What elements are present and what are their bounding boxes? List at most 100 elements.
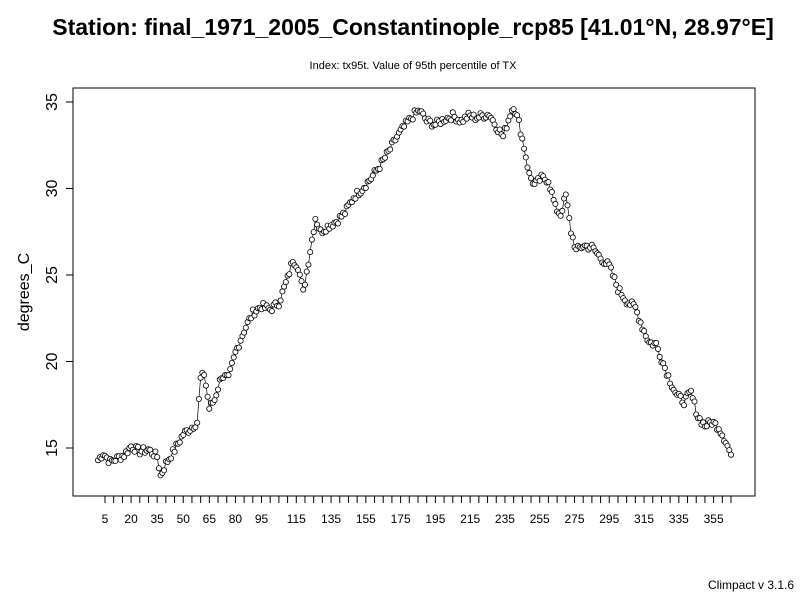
x-tick-label: 315: [634, 512, 654, 526]
y-tick-label: 15: [44, 439, 61, 457]
x-tick-label: 80: [229, 512, 243, 526]
data-point: [202, 382, 209, 389]
data-point: [427, 117, 434, 124]
version-label: Climpact v 3.1.6: [708, 578, 795, 592]
data-point: [301, 281, 308, 288]
data-point: [334, 220, 341, 227]
data-point: [519, 135, 526, 142]
data-point: [154, 454, 161, 461]
data-point: [230, 354, 237, 361]
y-axis-label: degrees_C: [16, 253, 33, 331]
x-tick-label: 135: [321, 512, 341, 526]
data-point: [152, 448, 159, 455]
data-point: [241, 329, 248, 336]
x-tick-label: 275: [564, 512, 584, 526]
series-connector: [97, 108, 732, 477]
data-point: [204, 393, 211, 400]
data-point: [522, 154, 529, 161]
x-tick-label: 295: [599, 512, 619, 526]
data-point: [206, 405, 213, 412]
data-point: [376, 165, 383, 172]
data-point: [510, 106, 517, 113]
series-line: [97, 108, 732, 477]
x-axis: 5 20 35 50 65 80 95 115 135 155 175 195 215 235 255 275…: [102, 495, 732, 526]
data-point: [634, 309, 641, 316]
data-point: [275, 303, 282, 310]
data-point: [515, 117, 522, 124]
data-point: [611, 273, 618, 280]
data-point: [121, 453, 128, 460]
data-point: [524, 164, 531, 171]
data-point: [155, 465, 162, 472]
x-tick-label: 215: [460, 512, 480, 526]
x-tick-label: 50: [177, 512, 191, 526]
data-point: [387, 146, 394, 153]
data-point: [201, 371, 208, 378]
data-point: [616, 285, 623, 292]
plot-frame: [72, 87, 756, 497]
data-point: [637, 319, 644, 326]
data-point: [300, 286, 307, 293]
y-tick-label: 20: [44, 353, 61, 371]
data-point: [491, 121, 498, 128]
data-point: [696, 415, 703, 422]
data-point: [691, 398, 698, 405]
data-point: [161, 467, 168, 474]
data-point: [298, 278, 305, 285]
data-point: [124, 450, 131, 457]
data-point: [381, 154, 388, 161]
data-point: [536, 177, 543, 184]
x-tick-label: 20: [124, 512, 138, 526]
data-point: [557, 212, 564, 219]
data-point: [562, 191, 569, 198]
data-point: [303, 268, 310, 275]
data-point: [176, 439, 183, 446]
data-point: [362, 184, 369, 191]
data-point: [268, 308, 275, 315]
data-point: [131, 448, 138, 455]
data-point: [564, 202, 571, 209]
y-tick-label: 35: [44, 93, 61, 111]
data-point: [665, 372, 672, 379]
data-point: [312, 215, 319, 222]
chart-title: Station: final_1971_2005_Constantinople_…: [52, 14, 774, 40]
data-point: [310, 229, 317, 236]
data-point: [369, 172, 376, 179]
y-tick-label: 25: [44, 266, 61, 284]
data-point: [225, 372, 232, 379]
data-point: [569, 234, 576, 241]
x-tick-label: 195: [425, 512, 445, 526]
data-point: [213, 392, 220, 399]
data-point: [521, 145, 528, 152]
data-point: [655, 345, 662, 352]
data-point: [171, 448, 178, 455]
y-tick-label: 30: [44, 180, 61, 198]
data-point: [286, 271, 293, 278]
data-point: [548, 188, 555, 195]
data-point: [282, 279, 289, 286]
data-point: [545, 179, 552, 186]
data-point: [608, 264, 615, 271]
data-point: [308, 236, 315, 243]
data-point: [500, 133, 507, 140]
data-point: [140, 444, 147, 451]
x-tick-label: 5: [102, 512, 109, 526]
data-point: [719, 432, 726, 439]
data-point: [641, 327, 648, 334]
data-point: [661, 364, 668, 371]
data-point: [528, 175, 535, 182]
data-point: [712, 419, 719, 426]
data-point: [214, 386, 221, 393]
data-point: [168, 455, 175, 462]
data-point: [409, 116, 416, 123]
data-point: [677, 392, 684, 399]
data-point: [134, 443, 141, 450]
data-point: [307, 249, 314, 256]
data-point: [728, 451, 735, 458]
x-tick-label: 175: [391, 512, 411, 526]
x-tick-label: 115: [287, 512, 306, 526]
x-tick-label: 95: [255, 512, 269, 526]
x-tick-label: 235: [495, 512, 515, 526]
data-point: [470, 111, 477, 118]
